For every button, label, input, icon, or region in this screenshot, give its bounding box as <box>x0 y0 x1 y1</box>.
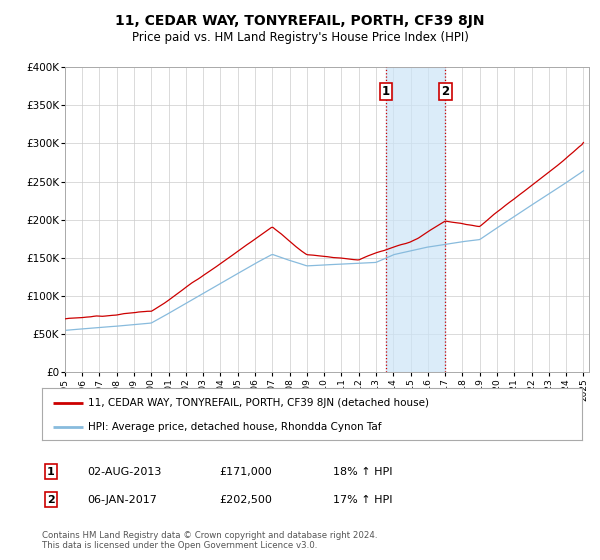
Text: 2: 2 <box>47 494 55 505</box>
Text: HPI: Average price, detached house, Rhondda Cynon Taf: HPI: Average price, detached house, Rhon… <box>88 422 382 432</box>
Text: 1: 1 <box>47 466 55 477</box>
Text: 18% ↑ HPI: 18% ↑ HPI <box>333 466 392 477</box>
Text: Price paid vs. HM Land Registry's House Price Index (HPI): Price paid vs. HM Land Registry's House … <box>131 31 469 44</box>
Text: 11, CEDAR WAY, TONYREFAIL, PORTH, CF39 8JN (detached house): 11, CEDAR WAY, TONYREFAIL, PORTH, CF39 8… <box>88 398 429 408</box>
Text: £171,000: £171,000 <box>219 466 272 477</box>
Text: 06-JAN-2017: 06-JAN-2017 <box>87 494 157 505</box>
Text: £202,500: £202,500 <box>219 494 272 505</box>
Text: 02-AUG-2013: 02-AUG-2013 <box>87 466 161 477</box>
Text: 11, CEDAR WAY, TONYREFAIL, PORTH, CF39 8JN: 11, CEDAR WAY, TONYREFAIL, PORTH, CF39 8… <box>115 14 485 28</box>
Text: 1: 1 <box>382 85 390 98</box>
Bar <box>386 67 445 372</box>
Text: 2: 2 <box>441 85 449 98</box>
Text: Contains HM Land Registry data © Crown copyright and database right 2024.
This d: Contains HM Land Registry data © Crown c… <box>42 531 377 550</box>
Text: 17% ↑ HPI: 17% ↑ HPI <box>333 494 392 505</box>
